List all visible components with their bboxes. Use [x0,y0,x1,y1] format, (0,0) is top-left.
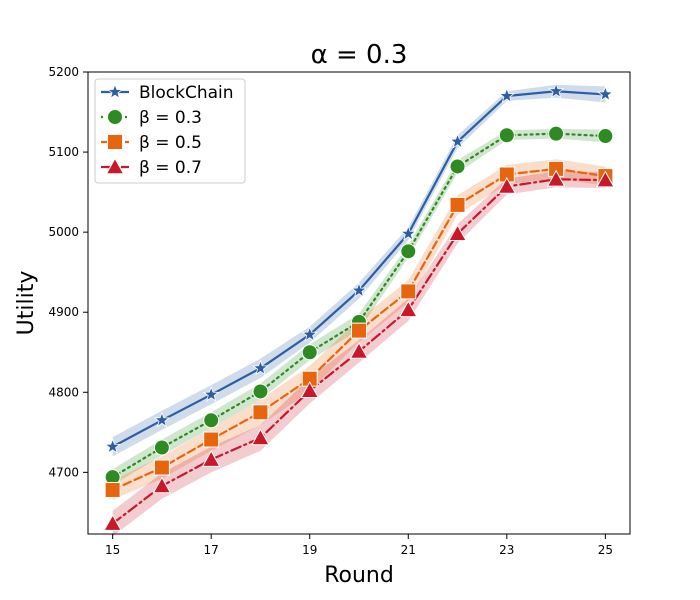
point-square [351,322,367,339]
point-square [153,459,170,476]
legend-box [94,78,246,184]
point-circle [597,128,614,145]
point-circle [548,125,565,142]
point-star [449,132,466,149]
point-square [252,404,269,421]
y-tick-label: 4900 [48,305,79,319]
point-circle [203,412,220,429]
point-triangle [300,381,320,398]
x-axis-label: Round [324,563,394,588]
point-square [400,283,417,300]
point-triangle [103,514,122,531]
y-axis-label: Utility [14,271,39,336]
legend-marker [107,109,123,125]
y-tick-label: 5100 [48,145,79,159]
legend-marker [107,134,123,150]
point-star [153,411,171,428]
x-axis: 15 17 19 21 23 25 [105,534,613,557]
plot-frame [87,71,631,535]
legend-marker [106,83,124,100]
point-star [202,386,220,402]
point-star [252,359,269,376]
point-star [301,325,318,342]
x-tick-label: 15 [105,543,120,557]
chart-title: α = 0.3 [311,40,408,70]
x-tick-label: 17 [204,543,219,557]
y-tick-label: 5000 [48,225,79,239]
legend-label: β = 0.3 [139,108,202,128]
point-triangle [448,224,467,242]
point-triangle [152,476,172,494]
x-tick-label: 21 [401,543,416,557]
point-triangle [497,176,517,194]
point-square [449,196,466,213]
legend-label: β = 0.5 [139,133,202,153]
point-star [350,281,368,298]
point-triangle [398,300,418,318]
legend: BlockChain β = 0.3 β = 0.5 β = 0.7 [94,78,246,184]
x-tick-label: 19 [302,543,317,557]
legend-label: β = 0.7 [139,158,202,178]
point-star [104,438,121,454]
point-star [547,82,565,99]
point-circle [153,439,170,456]
point-triangle [546,169,566,187]
legend-marker [105,157,125,175]
y-tick-label: 4700 [48,465,79,479]
point-circle [301,344,318,361]
point-circle [449,158,466,175]
point-circle [498,127,515,144]
legend-label: BlockChain [139,83,234,103]
point-triangle [201,450,221,467]
x-tick-label: 23 [499,543,514,557]
y-tick-label: 5200 [48,65,79,79]
point-triangle [349,341,369,359]
point-triangle [251,428,270,446]
y-axis: 4700 4800 4900 5000 5100 5200 [48,65,88,479]
point-star [498,87,516,104]
point-circle [400,243,417,260]
point-square [203,431,220,448]
point-circle [252,383,269,400]
x-tick-label: 25 [598,543,613,557]
point-square [104,481,121,498]
series-line-circle [111,132,607,479]
series-markers [103,82,615,531]
point-star [400,225,417,241]
point-star [597,85,614,102]
point-triangle [596,170,615,188]
y-tick-label: 4800 [48,385,79,399]
